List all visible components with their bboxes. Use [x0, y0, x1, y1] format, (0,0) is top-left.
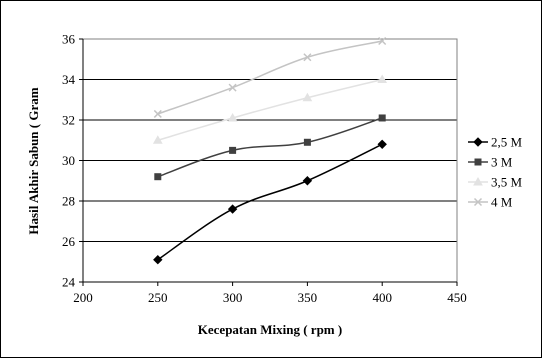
data-point	[302, 92, 313, 102]
series-lines	[152, 36, 388, 265]
data-point	[153, 255, 163, 265]
series-line	[157, 143, 383, 261]
series-line	[157, 40, 383, 115]
legend-label: 3 M	[491, 155, 513, 170]
legend-item: 3,5 M	[468, 175, 523, 190]
data-point	[227, 204, 238, 214]
data-point	[154, 173, 162, 181]
series-line	[157, 78, 383, 141]
data-point	[303, 138, 311, 146]
legend: 2,5 M 3 M 3,5 M 4 M	[468, 135, 523, 210]
y-tick-label: 28	[62, 194, 75, 209]
legend-label: 3,5 M	[491, 175, 523, 190]
legend-label: 4 M	[491, 195, 513, 210]
legend-label: 2,5 M	[491, 135, 523, 150]
x-tick-label: 200	[73, 290, 93, 305]
legend-item: 4 M	[468, 195, 513, 210]
series-1	[153, 139, 387, 265]
data-point	[229, 146, 237, 154]
data-point	[377, 74, 388, 83]
data-point	[378, 114, 386, 122]
data-point	[377, 139, 387, 150]
series-2	[154, 114, 386, 181]
x-tick-label: 400	[372, 290, 392, 305]
y-tick-label: 26	[62, 234, 76, 249]
series-line	[157, 117, 383, 178]
x-tick-label: 300	[223, 290, 243, 305]
x-tick-label: 250	[148, 290, 168, 305]
y-axis-title: Hasil Akhir Sabun ( Gram	[26, 87, 41, 234]
legend-marker	[474, 158, 482, 166]
x-axis-title: Kecepatan Mixing ( rpm )	[198, 322, 342, 337]
y-tick-label: 30	[62, 153, 75, 168]
data-point	[378, 36, 387, 46]
y-tick-label: 34	[62, 72, 76, 87]
y-tick-label: 24	[62, 275, 76, 290]
legend-marker	[473, 137, 483, 147]
data-point	[227, 112, 238, 122]
data-point	[228, 83, 237, 92]
y-tick-label: 36	[62, 32, 76, 47]
legend-marker	[473, 176, 483, 186]
data-point	[153, 109, 162, 118]
axes: 24 26 28 30 32 34 36 200 250 300 350 400 450	[62, 32, 467, 306]
data-point	[302, 176, 313, 186]
legend-item: 3 M	[468, 155, 513, 170]
x-tick-label: 450	[447, 290, 467, 305]
x-tick-label: 350	[298, 290, 318, 305]
data-point	[152, 135, 163, 144]
series-4	[153, 36, 387, 118]
legend-marker	[473, 197, 483, 207]
data-point	[303, 53, 312, 62]
series-3	[152, 74, 388, 144]
y-tick-label: 32	[62, 113, 75, 128]
legend-item: 2,5 M	[468, 135, 523, 150]
